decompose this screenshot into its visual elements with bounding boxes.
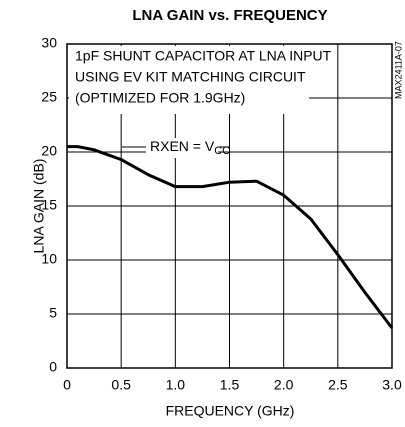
x-axis-label: FREQUENCY (GHz) <box>166 403 295 419</box>
label-bg <box>146 138 218 158</box>
y-tick-label: 5 <box>49 305 57 321</box>
y-tick-label: 0 <box>49 359 57 375</box>
x-tick-label: 1.5 <box>220 377 240 393</box>
figure-id: MAX2411A-07 <box>393 41 403 99</box>
y-tick-label: 30 <box>41 35 57 51</box>
y-tick-label: 25 <box>41 89 57 105</box>
x-tick-label: 0 <box>63 377 71 393</box>
curve-label-text: RXEN = V <box>150 138 215 154</box>
chart-title: LNA GAIN vs. FREQUENCY <box>132 7 327 24</box>
y-tick-label: 10 <box>41 251 57 267</box>
x-tick-label: 3.0 <box>382 377 402 393</box>
curve-label-subscript: CC <box>214 145 230 157</box>
x-tick-label: 1.0 <box>166 377 186 393</box>
data-line <box>67 145 394 329</box>
y-tick-label: 20 <box>41 143 57 159</box>
curve-label: RXEN = VCC <box>150 138 230 157</box>
annotation-bg <box>69 46 309 114</box>
annotation: USING EV KIT MATCHING CIRCUIT <box>75 69 306 85</box>
plot-frame <box>66 43 393 369</box>
x-tick-label: 2.5 <box>328 377 348 393</box>
y-tick-label: 15 <box>41 197 57 213</box>
y-axis-label: LNA GAIN (dB) <box>31 159 47 254</box>
annotation: (OPTIMIZED FOR 1.9GHz) <box>75 90 245 106</box>
x-tick-label: 0.5 <box>111 377 131 393</box>
annotation: 1pF SHUNT CAPACITOR AT LNA INPUT <box>75 48 332 64</box>
x-tick-label: 2.0 <box>274 377 294 393</box>
